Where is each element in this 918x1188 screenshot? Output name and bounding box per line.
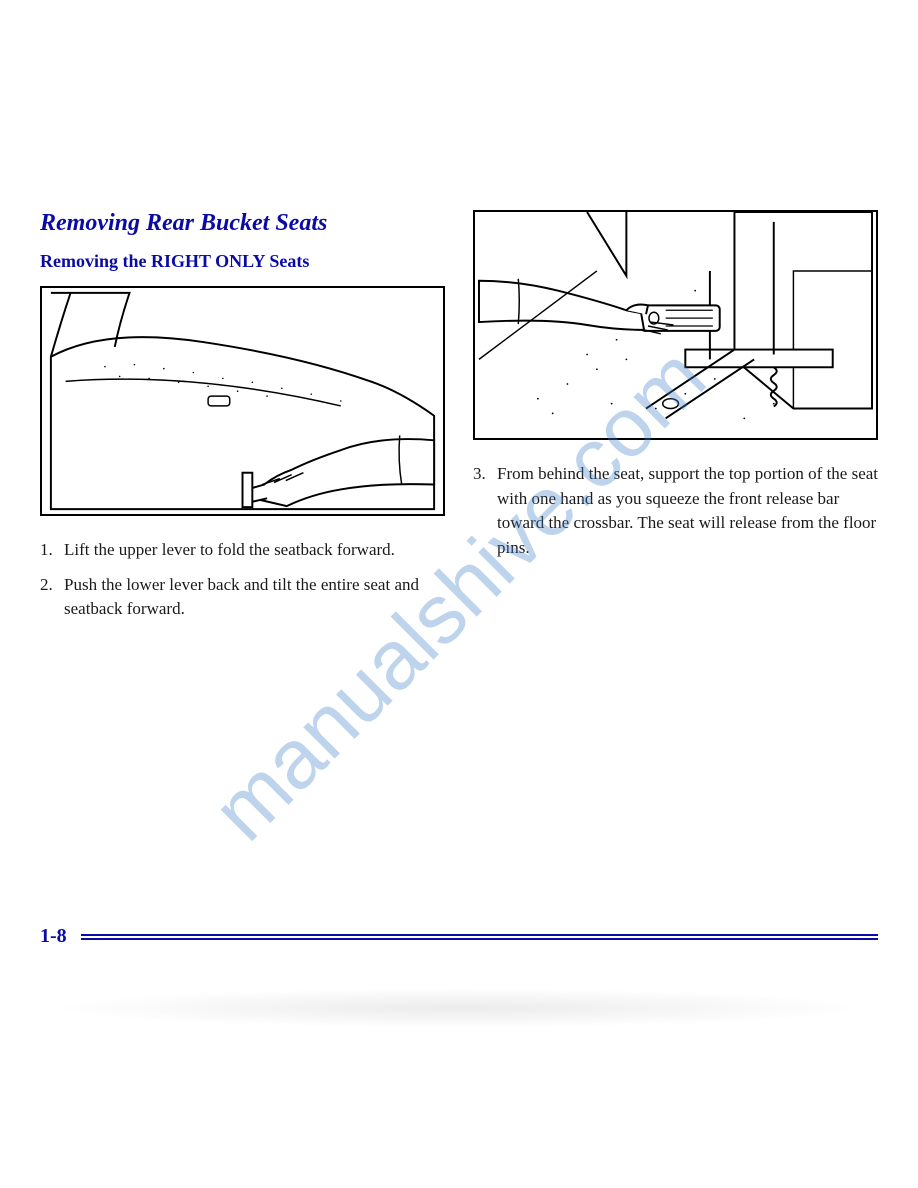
page-shadow — [50, 988, 868, 1028]
step-text: Lift the upper lever to fold the seatbac… — [64, 538, 395, 563]
step-number: 2. — [40, 573, 64, 622]
page-footer: 1-8 — [40, 925, 878, 948]
steps-right: 3. From behind the seat, support the top… — [473, 462, 878, 561]
step-number: 3. — [473, 462, 497, 561]
steps-left: 1. Lift the upper lever to fold the seat… — [40, 538, 445, 622]
figure-right — [473, 210, 878, 440]
section-heading: Removing Rear Bucket Seats — [40, 210, 445, 237]
step-text: Push the lower lever back and tilt the e… — [64, 573, 445, 622]
figure-left-svg — [42, 288, 443, 514]
left-column: Removing Rear Bucket Seats Removing the … — [40, 210, 445, 988]
step-item: 2. Push the lower lever back and tilt th… — [40, 573, 445, 622]
figure-right-svg — [475, 212, 876, 438]
section-subheading: Removing the RIGHT ONLY Seats — [40, 251, 445, 272]
footer-rules — [81, 934, 878, 940]
page-number: 1-8 — [40, 925, 67, 948]
step-item: 3. From behind the seat, support the top… — [473, 462, 878, 561]
page-content: Removing Rear Bucket Seats Removing the … — [40, 210, 878, 988]
step-item: 1. Lift the upper lever to fold the seat… — [40, 538, 445, 563]
figure-left — [40, 286, 445, 516]
right-column: 3. From behind the seat, support the top… — [473, 210, 878, 988]
step-number: 1. — [40, 538, 64, 563]
step-text: From behind the seat, support the top po… — [497, 462, 878, 561]
